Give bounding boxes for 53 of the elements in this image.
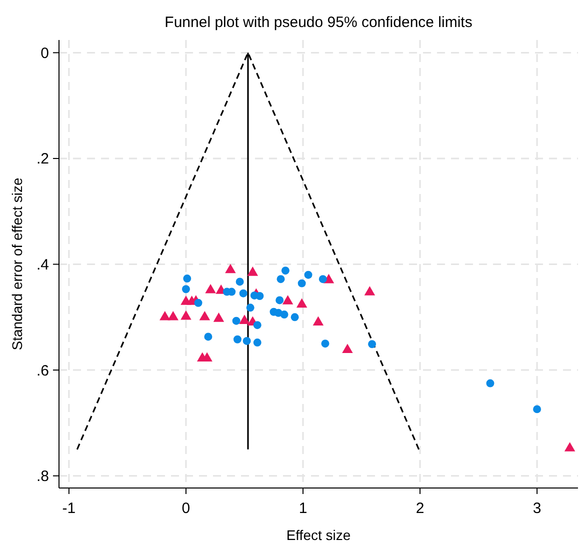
y-tick-label: .8 [36, 468, 49, 486]
point [342, 344, 353, 354]
point [182, 285, 190, 294]
point [233, 335, 242, 344]
point [564, 442, 576, 452]
point [533, 405, 542, 414]
x-tick-label: -1 [62, 500, 76, 517]
chart-title: Funnel plot with pseudo 95% confidence limits [164, 14, 472, 31]
point [304, 270, 312, 279]
point [205, 284, 216, 294]
point [213, 312, 224, 322]
point [183, 274, 192, 283]
point [180, 310, 192, 320]
point [204, 332, 212, 341]
point [321, 340, 330, 348]
point [318, 275, 327, 284]
point [282, 295, 294, 304]
point [281, 266, 290, 275]
y-tick-label: .4 [36, 256, 49, 274]
point [368, 340, 376, 348]
x-axis-title: Effect size [286, 527, 351, 543]
y-tick-label: .6 [36, 362, 49, 380]
point [290, 313, 299, 322]
point [225, 264, 236, 274]
y-tick-label: .2 [36, 150, 49, 168]
point [199, 310, 210, 320]
x-tick-label: 0 [182, 500, 190, 517]
point [236, 278, 244, 286]
point [276, 275, 285, 284]
y-tick-label: 0 [40, 44, 49, 62]
point [194, 298, 202, 307]
point [239, 289, 248, 298]
point [239, 314, 250, 324]
point [232, 316, 240, 325]
x-tick-label: 1 [298, 500, 308, 517]
point [247, 266, 258, 276]
x-tick-label: 3 [532, 500, 542, 517]
point [160, 310, 170, 320]
y-axis-title: Standard error of effect size [9, 178, 25, 350]
point [242, 336, 251, 345]
point [246, 304, 254, 312]
point [298, 279, 306, 288]
point [486, 379, 494, 388]
point [364, 286, 376, 296]
point [253, 321, 262, 330]
point [296, 298, 308, 308]
point [280, 310, 288, 318]
point [256, 292, 264, 300]
x-tick-label: 2 [416, 500, 424, 517]
point [276, 296, 284, 304]
point [312, 316, 324, 326]
point [168, 310, 178, 320]
point [253, 338, 262, 347]
